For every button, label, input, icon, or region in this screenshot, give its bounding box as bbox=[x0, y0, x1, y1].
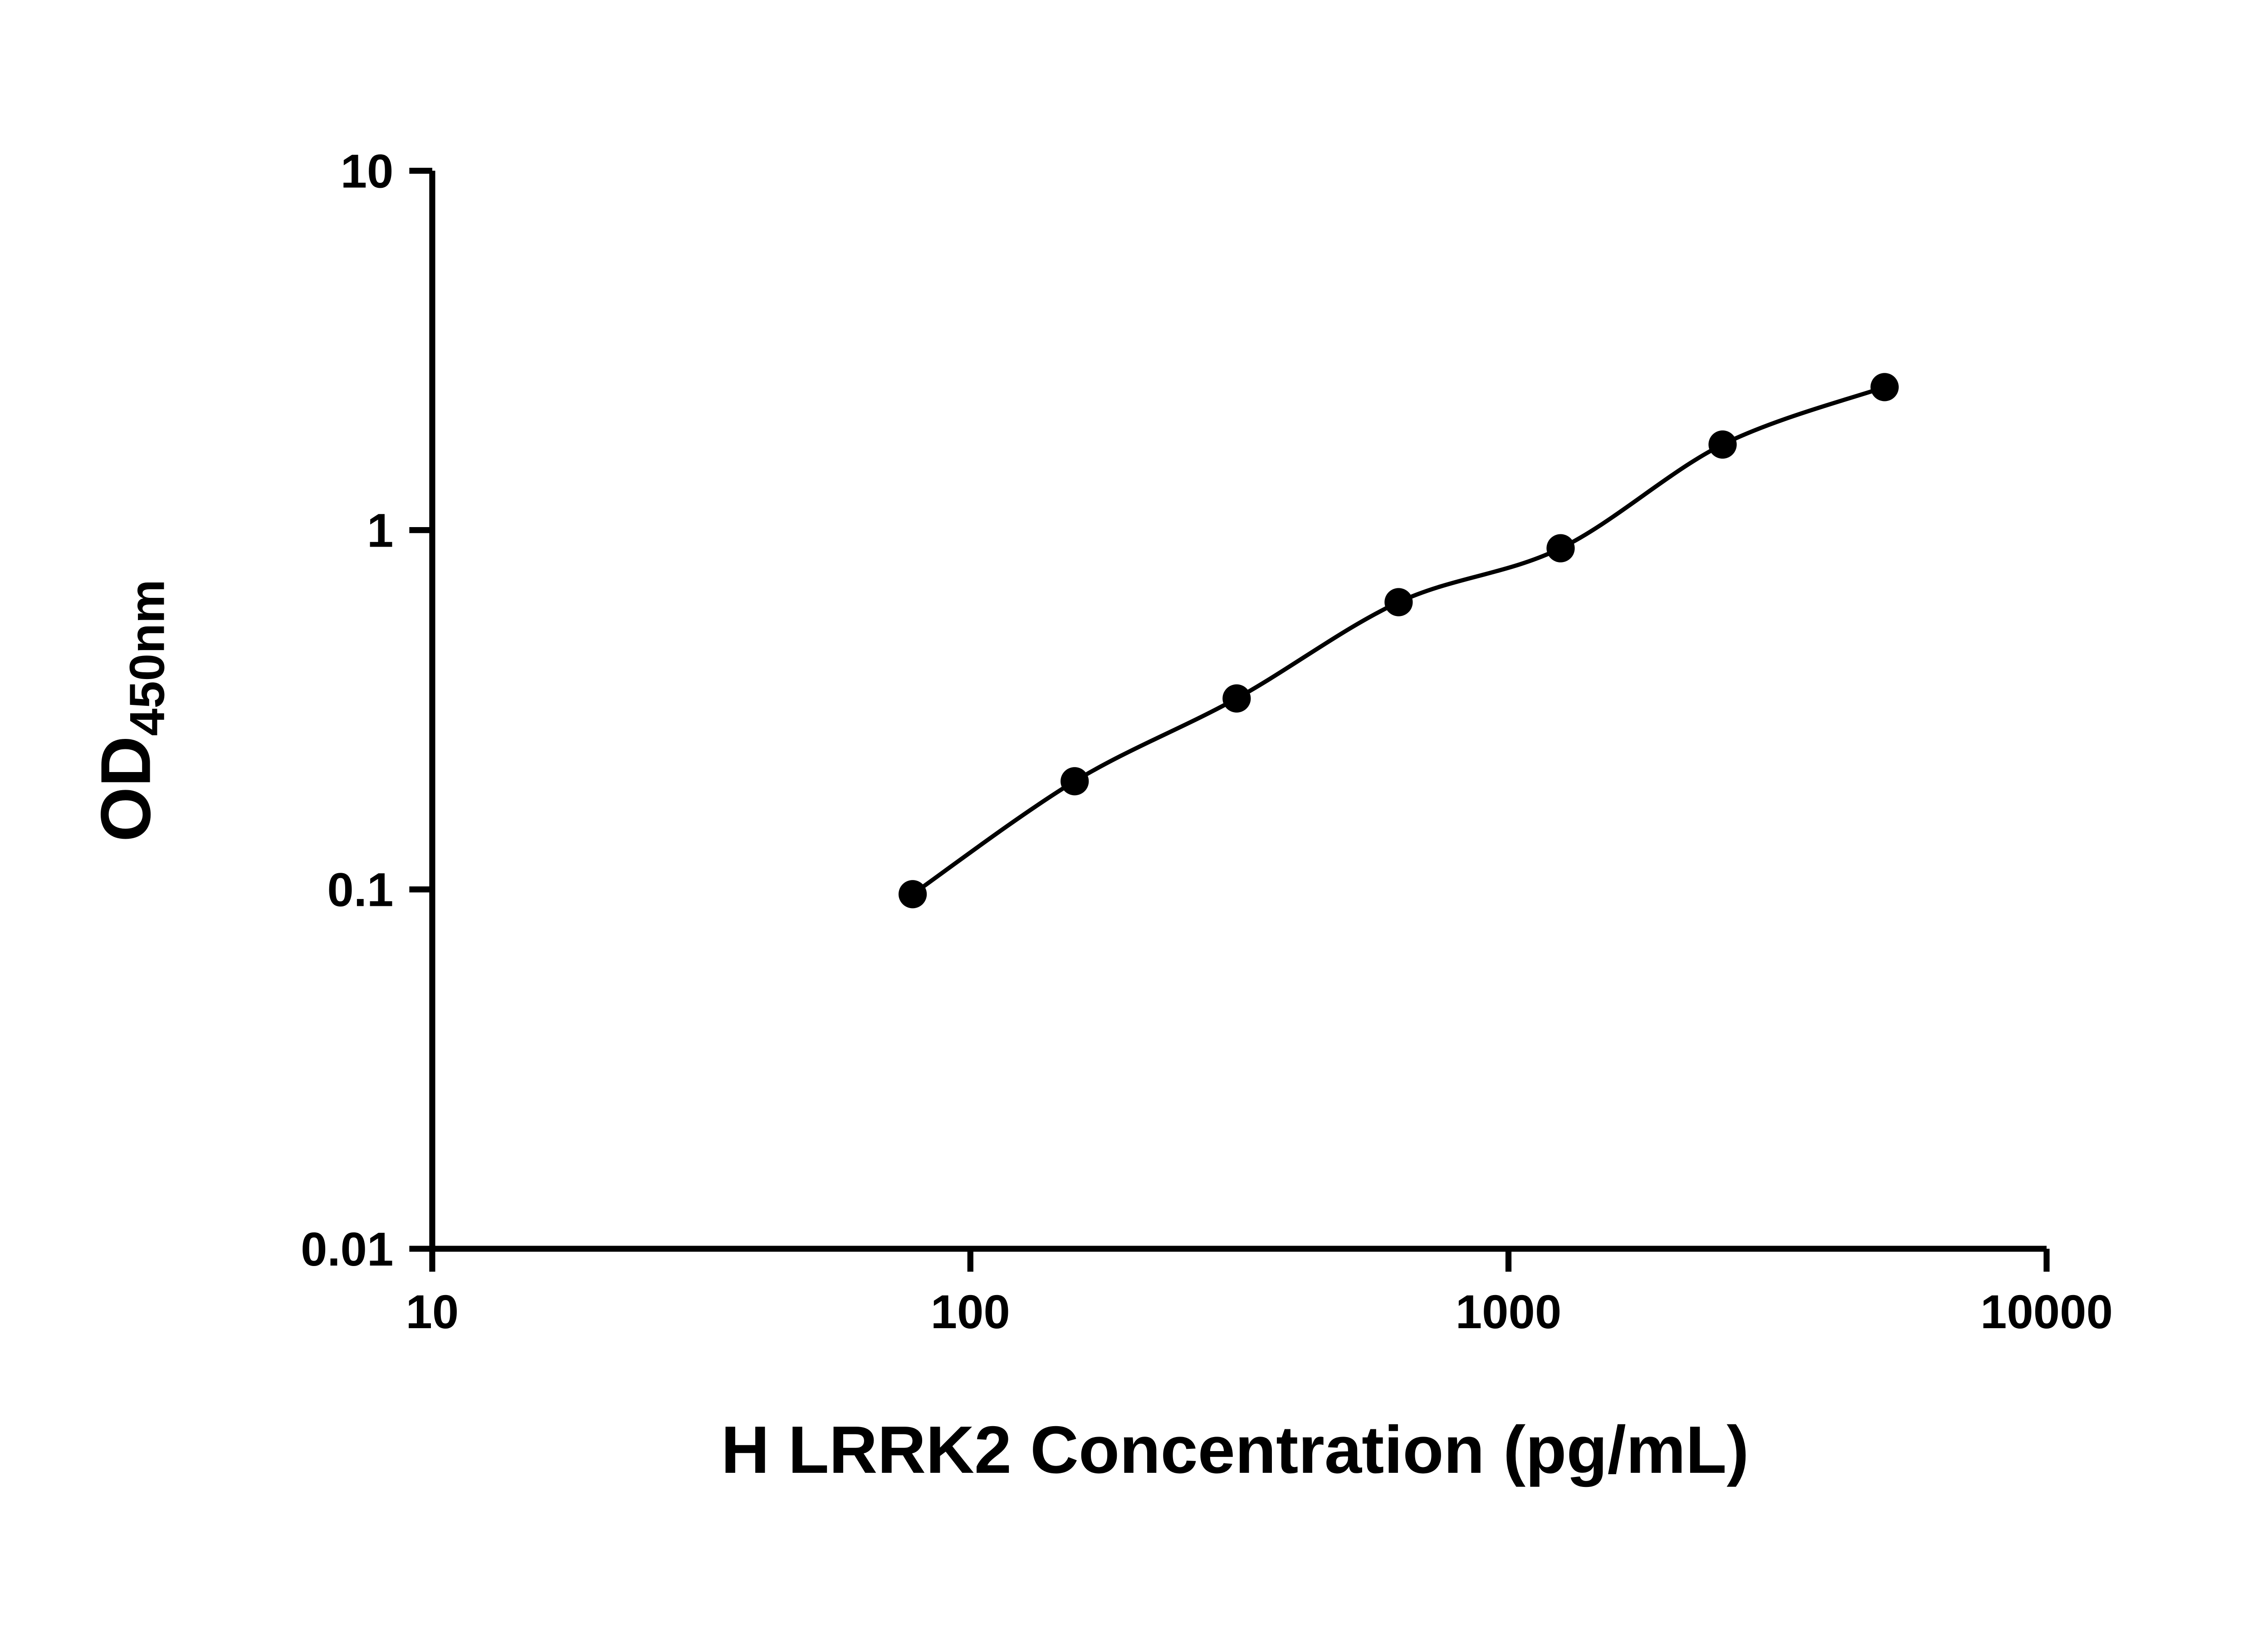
x-tick-label: 10 bbox=[406, 1286, 459, 1339]
x-axis-label: H LRRK2 Concentration (pg/mL) bbox=[721, 1413, 1749, 1487]
data-point bbox=[1061, 767, 1089, 796]
standard-curve-line bbox=[911, 385, 1886, 896]
y-tick-label: 10 bbox=[341, 145, 394, 198]
data-point bbox=[1384, 588, 1413, 616]
data-point bbox=[1870, 373, 1899, 401]
y-axis-label-main: OD bbox=[86, 736, 165, 841]
y-tick-label: 1 bbox=[367, 504, 393, 557]
data-point bbox=[1222, 684, 1251, 713]
plot-area: 10 100 1000 10000 0.01 0.1 1 10 bbox=[301, 145, 2113, 1339]
x-tick-label: 1000 bbox=[1456, 1286, 1562, 1339]
y-tick-label: 0.1 bbox=[327, 864, 393, 917]
data-point bbox=[1708, 430, 1737, 459]
y-tick-label: 0.01 bbox=[301, 1223, 393, 1276]
y-axis-label: OD450nm bbox=[86, 579, 175, 841]
y-axis-label-subscript: 450nm bbox=[120, 579, 175, 736]
data-point bbox=[898, 880, 927, 909]
x-tick-label: 10000 bbox=[1980, 1286, 2113, 1339]
x-tick-label: 100 bbox=[931, 1286, 1010, 1339]
data-point bbox=[1546, 534, 1575, 562]
